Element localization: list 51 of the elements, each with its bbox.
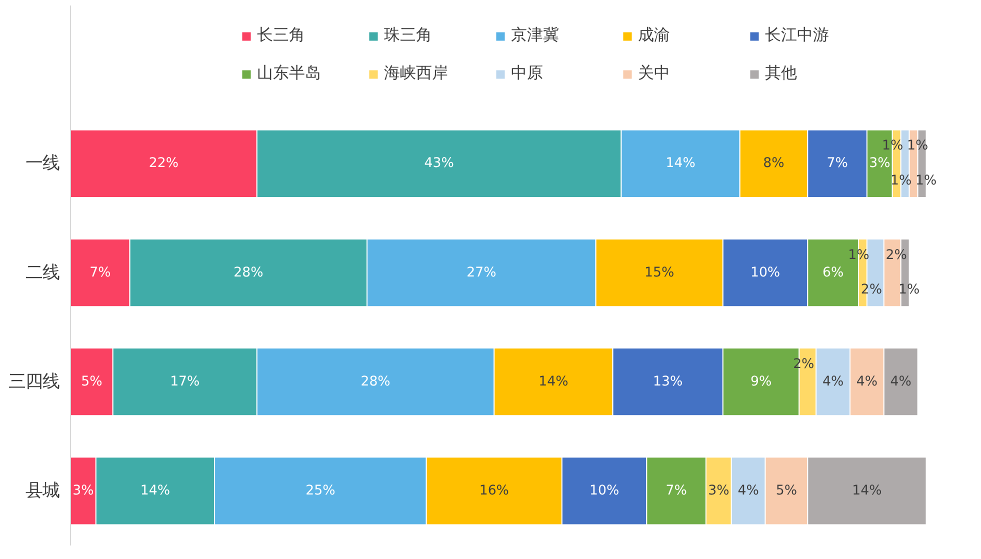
data-label: 14% [852, 483, 882, 498]
data-label: 3% [869, 156, 890, 172]
data-label: 4% [890, 374, 912, 390]
data-label: 8% [763, 156, 784, 172]
data-label: 4% [856, 374, 878, 390]
legend-label: 海峡西岸 [384, 63, 449, 84]
legend-label: 山东半岛 [257, 63, 322, 84]
data-label: 10% [750, 265, 780, 280]
data-label: 1% [898, 282, 920, 298]
data-label: 4% [822, 374, 844, 390]
data-label: 15% [644, 265, 674, 280]
data-label: 1% [906, 138, 928, 154]
legend-label: 京津冀 [511, 25, 560, 46]
y-tick-label: 县城 [26, 480, 60, 501]
legend-label: 其他 [765, 63, 798, 84]
legend-label: 长江中游 [765, 25, 830, 46]
data-label: 43% [424, 156, 454, 172]
legend-label: 关中 [638, 63, 671, 84]
data-label: 9% [750, 374, 772, 390]
data-label: 17% [170, 374, 200, 390]
data-label: 1% [882, 138, 904, 154]
data-label: 1% [915, 174, 937, 189]
legend-label: 中原 [511, 63, 544, 84]
data-label: 13% [653, 374, 683, 390]
data-label: 28% [234, 265, 264, 280]
y-tick-label: 一线 [26, 154, 60, 174]
data-label: 3% [72, 483, 94, 498]
data-label: 7% [666, 483, 687, 498]
data-label: 28% [360, 374, 390, 390]
data-label: 1% [848, 248, 870, 263]
legend-label: 成渝 [638, 25, 671, 46]
data-label: 27% [466, 265, 496, 280]
data-label: 14% [140, 483, 170, 498]
data-label: 5% [776, 483, 798, 498]
data-label: 4% [738, 483, 759, 498]
data-label: 7% [826, 156, 848, 172]
data-label: 16% [479, 483, 509, 498]
data-label: 6% [822, 265, 844, 280]
data-label: 10% [589, 483, 620, 498]
data-label: 14% [538, 374, 568, 390]
data-label: 5% [81, 374, 102, 390]
data-label: 7% [90, 265, 111, 280]
data-label: 25% [306, 483, 336, 498]
data-label: 14% [666, 156, 696, 172]
data-label: 2% [886, 248, 907, 263]
data-label: 22% [148, 156, 179, 172]
data-label: 3% [708, 483, 730, 498]
y-tick-label: 二线 [26, 262, 60, 283]
legend-label: 珠三角 [384, 25, 433, 46]
y-tick-label: 三四线 [8, 372, 60, 392]
legend-label: 长三角 [257, 25, 306, 46]
